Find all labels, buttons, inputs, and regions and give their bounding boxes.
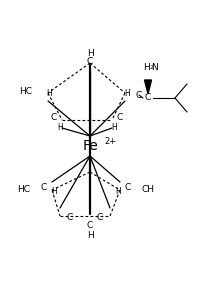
Text: HC: HC: [17, 185, 30, 195]
Text: H: H: [46, 89, 52, 99]
Text: C: C: [97, 213, 103, 223]
Text: C: C: [135, 91, 141, 100]
Text: C: C: [51, 114, 57, 122]
Text: C: C: [145, 94, 151, 103]
Text: CH: CH: [142, 185, 155, 195]
Text: C: C: [87, 221, 93, 230]
Text: C: C: [67, 213, 73, 223]
Text: H: H: [143, 63, 149, 72]
Text: Fe: Fe: [82, 139, 98, 153]
Text: C: C: [125, 184, 131, 193]
Text: 2: 2: [149, 65, 153, 70]
Text: H: H: [87, 49, 93, 58]
Text: H: H: [51, 187, 57, 195]
Text: C: C: [117, 114, 123, 122]
Text: H: H: [57, 123, 63, 133]
Polygon shape: [145, 80, 151, 94]
Text: H: H: [124, 89, 130, 99]
Text: N: N: [152, 63, 158, 72]
Text: C: C: [41, 184, 47, 193]
Text: H: H: [115, 187, 121, 195]
Text: 2+: 2+: [104, 136, 116, 145]
Text: C: C: [87, 58, 93, 66]
Text: H: H: [111, 123, 117, 133]
Text: HC: HC: [19, 86, 32, 95]
Text: H: H: [87, 232, 93, 240]
